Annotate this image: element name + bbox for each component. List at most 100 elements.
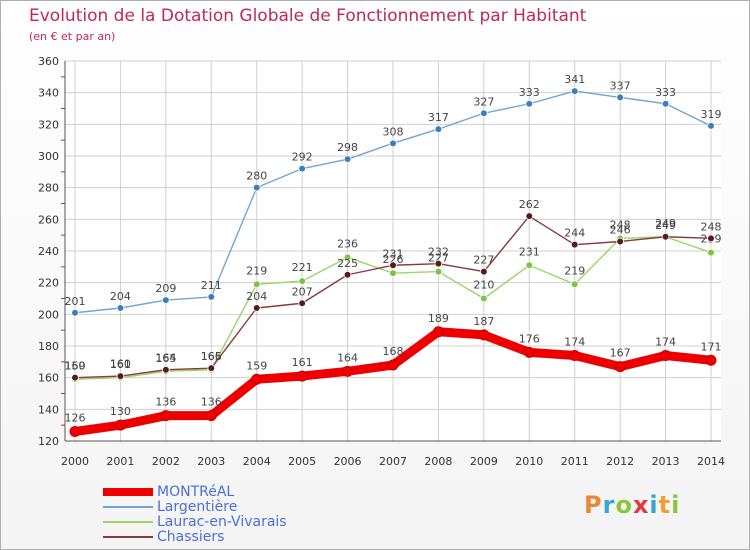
data-label: 189	[428, 312, 449, 325]
data-point	[343, 155, 352, 163]
data-label: 249	[655, 219, 676, 232]
data-point	[160, 410, 172, 422]
y-tick-label: 260	[38, 213, 59, 226]
logo-letter: i	[671, 491, 681, 519]
data-point	[162, 365, 170, 374]
data-label: 231	[383, 247, 404, 260]
data-label: 227	[428, 252, 449, 265]
data-point	[570, 280, 579, 289]
x-tick-label: 2000	[61, 455, 89, 468]
data-point	[707, 122, 715, 130]
data-point	[480, 267, 488, 276]
data-label: 249	[655, 217, 676, 230]
data-label: 164	[337, 351, 358, 364]
data-label: 262	[519, 198, 540, 211]
data-label: 333	[655, 86, 676, 99]
x-tick-label: 2008	[424, 455, 452, 468]
data-label: 164	[155, 351, 176, 364]
legend-swatch	[103, 488, 153, 496]
data-point	[387, 359, 399, 371]
legend-label: MONTRéAL	[157, 484, 235, 500]
data-label: 221	[292, 261, 313, 274]
x-tick-label: 2007	[379, 455, 407, 468]
data-label: 161	[292, 356, 313, 369]
data-point	[660, 350, 672, 361]
data-label: 292	[292, 151, 313, 164]
x-tick-label: 2005	[288, 455, 316, 468]
legend-swatch	[103, 536, 153, 538]
data-label: 174	[564, 336, 585, 349]
data-point	[432, 326, 444, 338]
data-point	[343, 270, 352, 279]
data-label: 319	[701, 108, 722, 121]
data-point	[525, 212, 534, 220]
data-label: 280	[246, 170, 267, 183]
data-point	[298, 299, 306, 308]
data-point	[614, 361, 626, 373]
data-point	[207, 293, 216, 301]
x-tick-label: 2003	[197, 455, 225, 468]
legend-swatch	[103, 521, 153, 523]
data-point	[570, 87, 579, 95]
x-tick-label: 2014	[697, 455, 725, 468]
logo-letter: o	[615, 491, 633, 519]
y-tick-label: 340	[38, 87, 59, 100]
data-point	[525, 99, 534, 108]
y-tick-label: 220	[38, 277, 59, 290]
data-label: 136	[155, 396, 176, 409]
data-label: 159	[246, 359, 267, 372]
data-point	[569, 350, 581, 361]
legend-label: Chassiers	[157, 529, 225, 545]
x-tick-label: 2006	[334, 455, 362, 468]
chart-subtitle: (en € et par an)	[29, 30, 116, 43]
data-label: 232	[428, 246, 449, 259]
data-point	[252, 280, 261, 289]
logo-letter: r	[602, 491, 616, 519]
data-point	[389, 139, 397, 148]
data-label: 166	[201, 350, 222, 363]
data-label: 227	[473, 254, 494, 267]
logo-letter: x	[632, 491, 650, 519]
y-tick-label: 320	[38, 118, 59, 131]
chart-title: Evolution de la Dotation Globale de Fonc…	[29, 6, 587, 26]
data-point	[661, 232, 670, 241]
data-label: 171	[701, 340, 722, 353]
data-point	[523, 346, 535, 358]
x-tick-label: 2009	[470, 455, 498, 468]
data-label: 165	[201, 350, 222, 363]
data-point	[207, 364, 216, 372]
y-tick-label: 180	[38, 340, 59, 353]
data-label: 236	[337, 237, 358, 250]
legend-swatch	[103, 506, 153, 508]
data-point	[71, 308, 79, 317]
legend-label: Largentière	[157, 499, 238, 515]
data-point	[480, 109, 488, 118]
y-tick-label: 140	[38, 403, 59, 416]
x-tick-label: 2004	[243, 455, 271, 468]
data-label: 248	[701, 220, 722, 233]
data-point	[116, 304, 125, 312]
data-point	[296, 370, 308, 382]
data-label: 187	[473, 315, 494, 328]
data-label: 167	[610, 347, 631, 360]
data-label: 126	[65, 412, 86, 425]
data-label: 226	[383, 253, 404, 266]
data-point	[114, 419, 126, 431]
data-label: 210	[473, 279, 494, 292]
y-tick-label: 300	[38, 150, 59, 163]
data-point	[162, 296, 170, 304]
data-label: 207	[292, 285, 313, 298]
data-point	[707, 248, 715, 257]
y-tick-label: 280	[38, 182, 59, 195]
data-point	[343, 253, 352, 262]
data-label: 333	[519, 86, 540, 99]
y-tick-label: 200	[38, 308, 59, 321]
data-point	[707, 234, 715, 243]
data-label: 341	[564, 73, 585, 86]
data-label: 160	[110, 358, 131, 371]
data-label: 160	[65, 360, 86, 373]
data-point	[252, 183, 261, 192]
data-point	[116, 372, 125, 380]
logo-letter: t	[658, 491, 672, 519]
x-tick-label: 2001	[106, 455, 134, 468]
